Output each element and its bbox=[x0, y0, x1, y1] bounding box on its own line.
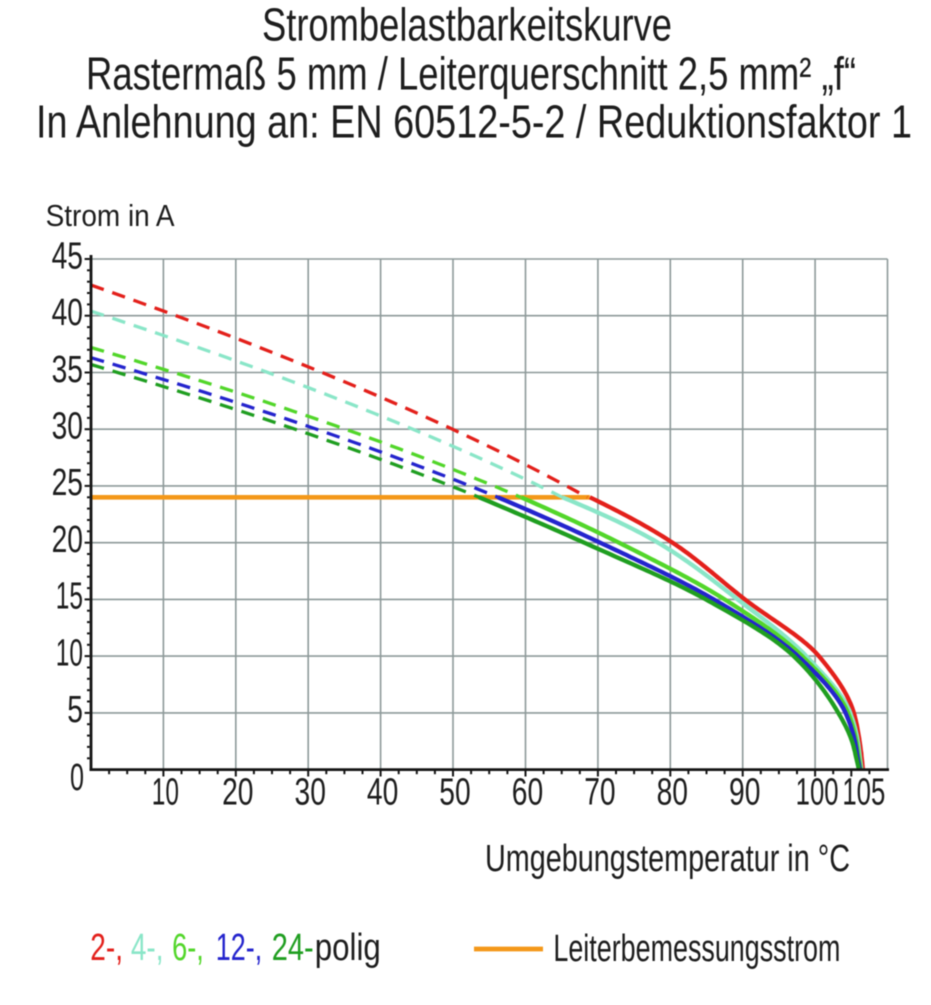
svg-text:50: 50 bbox=[439, 772, 470, 814]
svg-text:Strom in A: Strom in A bbox=[46, 199, 176, 233]
svg-text:45: 45 bbox=[52, 235, 83, 277]
svg-text:10: 10 bbox=[152, 772, 179, 814]
svg-text:80: 80 bbox=[657, 772, 688, 814]
svg-text:70: 70 bbox=[584, 772, 615, 814]
svg-text:30: 30 bbox=[295, 772, 326, 814]
svg-text:20: 20 bbox=[52, 519, 83, 561]
svg-text:In Anlehnung an: EN 60512-5-2: In Anlehnung an: EN 60512-5-2 / Reduktio… bbox=[36, 96, 912, 148]
svg-text:Strombelastbarkeitskurve: Strombelastbarkeitskurve bbox=[262, 0, 672, 51]
svg-text:Rastermaß 5 mm / Leiterquersch: Rastermaß 5 mm / Leiterquerschnitt 2,5 m… bbox=[86, 48, 856, 100]
svg-text:40: 40 bbox=[52, 292, 83, 334]
svg-text:12-,: 12-, bbox=[216, 927, 262, 969]
svg-text:90: 90 bbox=[729, 772, 760, 814]
svg-text:40: 40 bbox=[367, 772, 398, 814]
svg-text:2-,: 2-, bbox=[90, 927, 123, 969]
svg-text:60: 60 bbox=[512, 772, 543, 814]
svg-text:10: 10 bbox=[56, 632, 83, 674]
svg-text:20: 20 bbox=[222, 772, 253, 814]
svg-text:105: 105 bbox=[842, 772, 885, 814]
svg-text:Umgebungstemperatur in °C: Umgebungstemperatur in °C bbox=[485, 838, 850, 880]
svg-text:4-,: 4-, bbox=[131, 927, 164, 969]
svg-text:6-,: 6-, bbox=[172, 927, 204, 969]
svg-text:25: 25 bbox=[52, 462, 83, 504]
svg-text:15: 15 bbox=[56, 576, 83, 618]
svg-text:0: 0 bbox=[70, 757, 84, 799]
svg-text:100: 100 bbox=[796, 772, 839, 814]
svg-text:24-: 24- bbox=[272, 927, 314, 969]
svg-text:5: 5 bbox=[67, 689, 83, 731]
svg-text:polig: polig bbox=[315, 927, 381, 969]
svg-text:Leiterbemessungsstrom: Leiterbemessungsstrom bbox=[553, 928, 840, 970]
svg-text:30: 30 bbox=[52, 406, 83, 448]
svg-text:35: 35 bbox=[52, 349, 83, 391]
